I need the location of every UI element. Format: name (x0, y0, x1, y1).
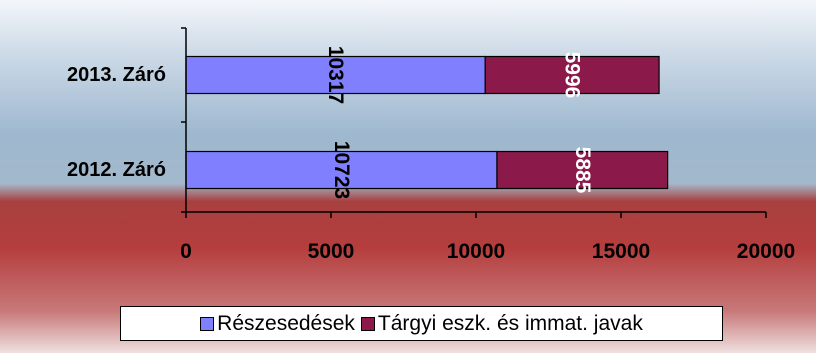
data-label-1-1: 5885 (571, 147, 594, 194)
x-tick-label-2: 10000 (447, 240, 505, 263)
x-tick-label-3: 15000 (592, 240, 650, 263)
legend: Részesedések Tárgyi eszk. és immat. java… (120, 306, 723, 341)
bar-0-0 (185, 55, 486, 95)
data-label-0-0: 10317 (324, 46, 347, 104)
x-tick-label-4: 20000 (737, 240, 795, 263)
data-label-0-1: 5996 (561, 52, 584, 99)
legend-label-reszesedesek: Részesedések (217, 311, 355, 335)
x-tick-label-1: 5000 (308, 240, 355, 263)
legend-swatch-reszesedesek (200, 316, 215, 331)
bar-1-0 (185, 150, 498, 190)
legend-item-targyi-eszkozok: Tárgyi eszk. és immat. javak (360, 311, 643, 336)
legend-swatch-targyi-eszkozok (360, 316, 375, 331)
bar-0-1 (484, 55, 660, 95)
x-tick-label-0: 0 (180, 240, 192, 263)
legend-label-targyi-eszkozok: Tárgyi eszk. és immat. javak (377, 311, 643, 335)
category-label-1: 2012. Záró (67, 159, 166, 181)
bar-1-1 (496, 150, 669, 190)
legend-item-reszesedesek: Részesedések (200, 312, 355, 336)
data-label-1-0: 10723 (330, 141, 353, 199)
category-label-0: 2013. Záró (67, 64, 166, 86)
